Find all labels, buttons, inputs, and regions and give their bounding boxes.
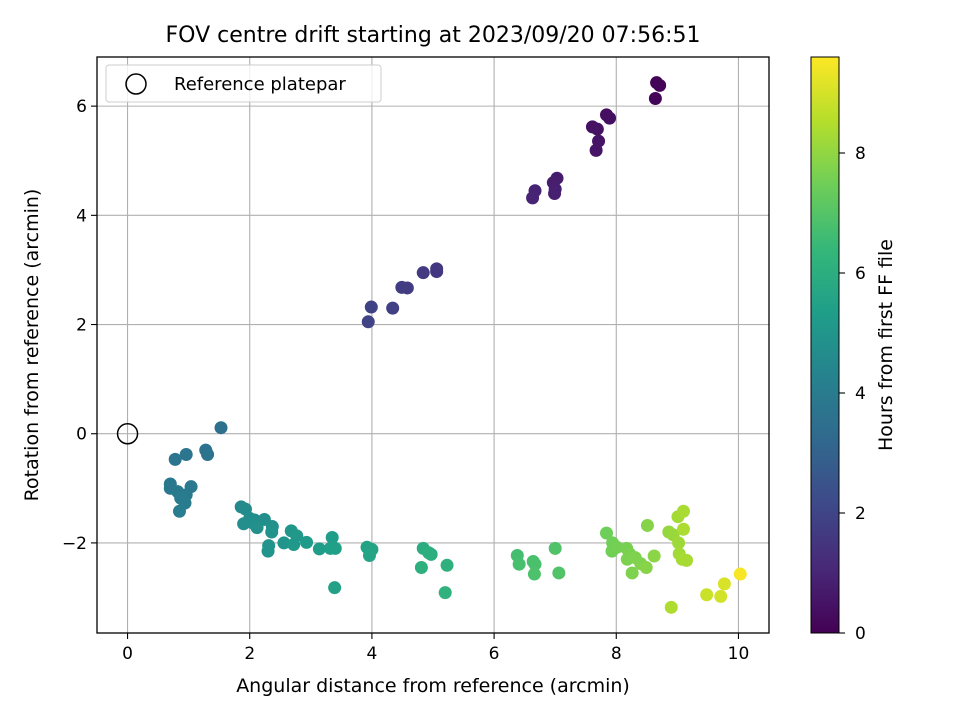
colorbar-tick-label: 6 bbox=[855, 264, 866, 284]
data-point bbox=[168, 452, 182, 466]
data-point bbox=[362, 548, 376, 562]
data-point bbox=[386, 301, 400, 315]
data-point bbox=[361, 315, 375, 329]
data-point bbox=[261, 544, 275, 558]
data-point bbox=[526, 191, 540, 205]
data-point bbox=[648, 91, 662, 105]
x-tick-label: 4 bbox=[366, 644, 377, 664]
data-point bbox=[528, 557, 542, 571]
colorbar: 0 2 4 6 8 Hours from first FF file bbox=[810, 56, 897, 644]
data-point bbox=[416, 266, 430, 280]
data-point bbox=[287, 538, 301, 552]
data-point bbox=[328, 541, 342, 555]
chart-title: FOV centre drift starting at 2023/09/20 … bbox=[166, 23, 701, 48]
data-point bbox=[599, 526, 613, 540]
data-point bbox=[590, 122, 604, 136]
colorbar-gradient bbox=[810, 56, 840, 634]
y-tick-label: 4 bbox=[76, 206, 87, 226]
data-point bbox=[395, 280, 409, 294]
x-tick-label: 10 bbox=[728, 644, 750, 664]
data-point bbox=[717, 577, 731, 591]
data-point bbox=[676, 522, 690, 536]
colorbar-tick-label: 2 bbox=[855, 504, 866, 524]
data-point bbox=[733, 567, 747, 581]
data-points bbox=[163, 76, 747, 614]
data-point bbox=[639, 560, 653, 574]
x-tick-label: 2 bbox=[244, 644, 255, 664]
data-point bbox=[277, 536, 291, 550]
y-tick-label: −2 bbox=[62, 534, 87, 554]
data-point bbox=[430, 265, 444, 279]
data-point bbox=[201, 447, 215, 461]
colorbar-tick-label: 8 bbox=[855, 144, 866, 164]
y-axis-ticks: −2 0 2 4 6 bbox=[62, 97, 97, 554]
data-point bbox=[700, 588, 714, 602]
data-point bbox=[250, 521, 264, 535]
data-point bbox=[603, 111, 617, 125]
x-axis-label: Angular distance from reference (arcmin) bbox=[236, 675, 630, 697]
data-point bbox=[265, 525, 279, 539]
legend-box bbox=[105, 64, 382, 103]
data-point bbox=[672, 536, 686, 550]
y-tick-label: 2 bbox=[76, 316, 87, 336]
data-point bbox=[680, 553, 694, 567]
data-point bbox=[552, 566, 566, 580]
data-point bbox=[548, 186, 562, 200]
y-tick-label: 0 bbox=[76, 425, 87, 445]
data-point bbox=[527, 567, 541, 581]
plot-frame bbox=[96, 56, 770, 634]
data-point bbox=[414, 560, 428, 574]
reference-point bbox=[116, 422, 139, 445]
x-tick-label: 8 bbox=[611, 644, 622, 664]
colorbar-tick-label: 0 bbox=[855, 624, 866, 644]
data-point bbox=[364, 300, 378, 314]
y-tick-label: 6 bbox=[76, 97, 87, 117]
data-point bbox=[179, 447, 193, 461]
data-point bbox=[325, 530, 339, 544]
legend-entry-reference-platepar: Reference platepar bbox=[174, 74, 346, 95]
data-point bbox=[676, 504, 690, 518]
data-point bbox=[625, 566, 639, 580]
data-point bbox=[328, 581, 342, 595]
data-point bbox=[647, 549, 661, 563]
data-point bbox=[312, 542, 326, 556]
data-point bbox=[548, 541, 562, 555]
legend: Reference platepar bbox=[105, 64, 382, 103]
legend-marker bbox=[125, 73, 147, 95]
data-point bbox=[214, 421, 228, 435]
reference-marker bbox=[116, 422, 139, 445]
data-point bbox=[664, 600, 678, 614]
data-point bbox=[440, 558, 454, 572]
colorbar-ticks: 0 2 4 6 8 bbox=[839, 144, 866, 644]
data-point bbox=[424, 547, 438, 561]
data-point bbox=[610, 540, 624, 554]
data-point bbox=[653, 78, 667, 92]
data-point bbox=[512, 557, 526, 571]
data-point bbox=[300, 535, 314, 549]
data-point bbox=[438, 586, 452, 600]
data-point bbox=[640, 518, 654, 532]
y-axis-label: Rotation from reference (arcmin) bbox=[21, 189, 43, 502]
colorbar-tick-label: 4 bbox=[855, 384, 866, 404]
x-tick-label: 6 bbox=[489, 644, 500, 664]
data-point bbox=[172, 504, 186, 518]
colorbar-label: Hours from first FF file bbox=[875, 239, 897, 451]
x-tick-label: 0 bbox=[122, 644, 133, 664]
data-point bbox=[589, 143, 603, 157]
grid bbox=[97, 57, 769, 633]
x-axis-ticks: 0 2 4 6 8 10 bbox=[122, 633, 749, 664]
data-point bbox=[714, 589, 728, 603]
